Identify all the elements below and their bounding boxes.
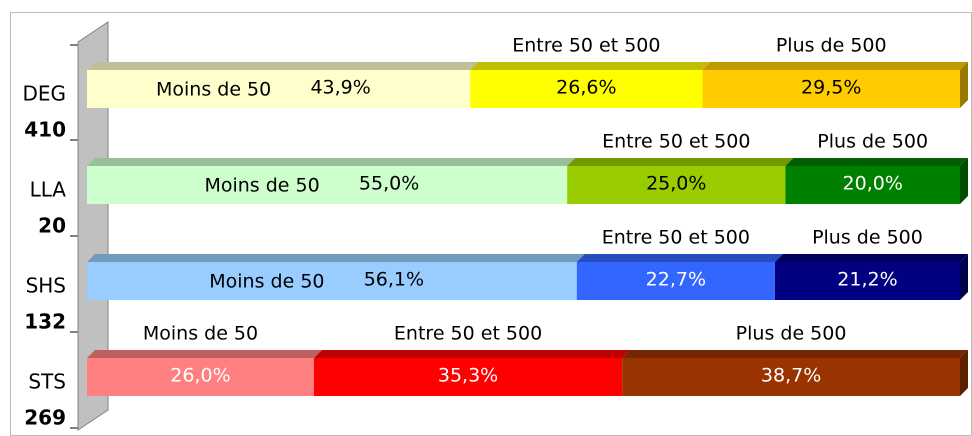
series-label: Plus de 500 [817, 131, 928, 153]
category-label: SHS [26, 274, 66, 298]
bar [567, 166, 786, 204]
value-label: 55,0% [359, 173, 419, 195]
value-label: 22,7% [646, 269, 706, 291]
value-label: 38,7% [761, 365, 821, 387]
bar-top [702, 62, 968, 70]
bar [87, 262, 577, 300]
axis [70, 42, 79, 430]
value-label: 56,1% [364, 269, 424, 291]
bar-top [785, 158, 968, 166]
series-label: Plus de 500 [736, 323, 847, 345]
bar [774, 262, 960, 300]
bar-top [87, 254, 585, 262]
bar-top [622, 350, 968, 358]
category-count: 132 [24, 310, 66, 334]
series-label: Plus de 500 [812, 227, 923, 249]
bar [785, 166, 960, 204]
category-label: DEG [22, 82, 66, 106]
bar-top [567, 158, 794, 166]
bar [87, 70, 471, 108]
series-label: Entre 50 et 500 [512, 35, 660, 57]
category-label: STS [28, 370, 66, 394]
category-count: 269 [24, 406, 66, 430]
bar-top [774, 254, 968, 262]
series-label: Moins de 50 [143, 323, 258, 345]
category-count: 20 [38, 214, 66, 238]
bar-top [87, 62, 479, 70]
series-label: Moins de 50 [156, 79, 271, 101]
value-label: 26,0% [170, 365, 230, 387]
value-label: 35,3% [438, 365, 498, 387]
bar-side [960, 350, 968, 396]
value-label: 26,6% [556, 77, 616, 99]
bar [313, 358, 623, 396]
value-label: 21,2% [837, 269, 897, 291]
series-label: Entre 50 et 500 [602, 227, 750, 249]
bar [702, 70, 960, 108]
bar-top [87, 158, 576, 166]
bar-top [87, 350, 322, 358]
bar [470, 70, 703, 108]
category-label: LLA [30, 178, 67, 202]
series-label: Entre 50 et 500 [602, 131, 750, 153]
bar [576, 262, 775, 300]
bar [622, 358, 960, 396]
bar-top [470, 62, 711, 70]
bar [87, 166, 568, 204]
value-label: 25,0% [646, 173, 706, 195]
category-count: 410 [24, 118, 66, 142]
series-label: Moins de 50 [209, 271, 324, 293]
bar-top [313, 350, 631, 358]
value-label: 29,5% [801, 77, 861, 99]
value-label: 43,9% [310, 77, 370, 99]
series-label: Moins de 50 [204, 175, 319, 197]
series-label: Entre 50 et 500 [394, 323, 542, 345]
bar-top [576, 254, 783, 262]
bar [87, 358, 314, 396]
bar-side [960, 62, 968, 108]
value-label: 20,0% [843, 173, 903, 195]
bar-side [960, 158, 968, 204]
series-label: Plus de 500 [776, 35, 887, 57]
bar-side [960, 254, 968, 300]
